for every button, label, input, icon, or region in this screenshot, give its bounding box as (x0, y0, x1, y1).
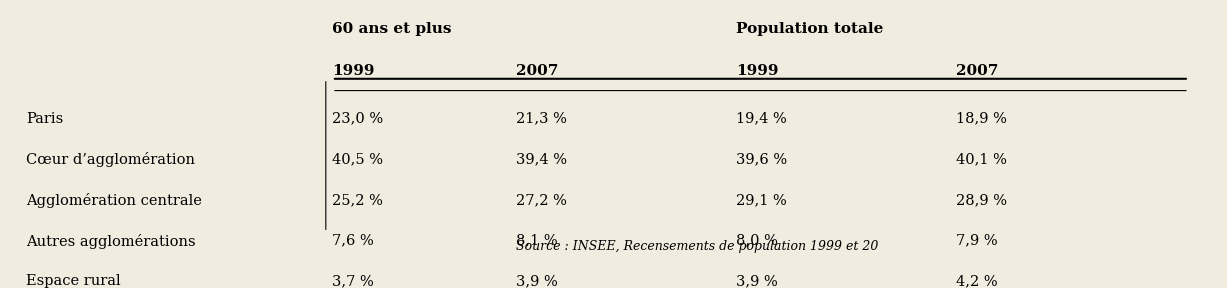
Text: 25,2 %: 25,2 % (333, 193, 383, 207)
Text: 7,9 %: 7,9 % (956, 234, 998, 248)
Text: 4,2 %: 4,2 % (956, 274, 998, 288)
Text: 40,1 %: 40,1 % (956, 152, 1007, 166)
Text: 3,7 %: 3,7 % (333, 274, 374, 288)
Text: 3,9 %: 3,9 % (515, 274, 557, 288)
Text: 27,2 %: 27,2 % (515, 193, 567, 207)
Text: Source : INSEE, Recensements de population 1999 et 20: Source : INSEE, Recensements de populati… (515, 240, 879, 253)
Text: Espace rural: Espace rural (26, 274, 120, 288)
Text: Population totale: Population totale (736, 22, 883, 36)
Text: Cœur d’agglomération: Cœur d’agglomération (26, 152, 195, 167)
Text: 7,6 %: 7,6 % (333, 234, 374, 248)
Text: 19,4 %: 19,4 % (736, 111, 787, 126)
Text: 2007: 2007 (515, 64, 558, 78)
Text: Agglomération centrale: Agglomération centrale (26, 193, 201, 208)
Text: 21,3 %: 21,3 % (515, 111, 567, 126)
Text: Paris: Paris (26, 111, 63, 126)
Text: 1999: 1999 (736, 64, 778, 78)
Text: 60 ans et plus: 60 ans et plus (333, 22, 452, 36)
Text: 23,0 %: 23,0 % (333, 111, 383, 126)
Text: 1999: 1999 (333, 64, 374, 78)
Text: Autres agglomérations: Autres agglomérations (26, 234, 195, 249)
Text: 3,9 %: 3,9 % (736, 274, 778, 288)
Text: 18,9 %: 18,9 % (956, 111, 1007, 126)
Text: 28,9 %: 28,9 % (956, 193, 1007, 207)
Text: 8,1 %: 8,1 % (515, 234, 557, 248)
Text: 2007: 2007 (956, 64, 999, 78)
Text: 40,5 %: 40,5 % (333, 152, 383, 166)
Text: 29,1 %: 29,1 % (736, 193, 787, 207)
Text: 39,6 %: 39,6 % (736, 152, 787, 166)
Text: 8,0 %: 8,0 % (736, 234, 778, 248)
Text: 39,4 %: 39,4 % (515, 152, 567, 166)
